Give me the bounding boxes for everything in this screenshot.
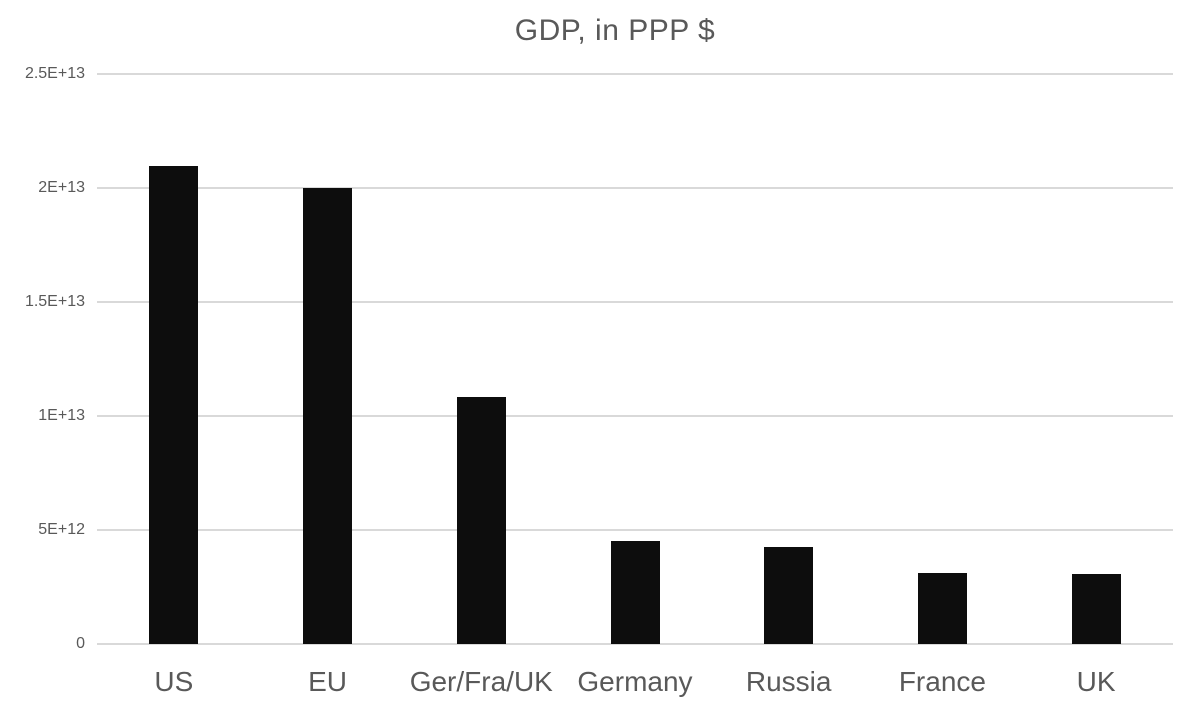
bar-UK xyxy=(1071,574,1121,644)
chart-title: GDP, in PPP $ xyxy=(514,14,716,47)
bar-EU xyxy=(303,188,353,644)
gridline-5E+12 xyxy=(97,529,1173,531)
y-tick-label: 1.5E+13 xyxy=(24,293,85,310)
y-tick-label: 0 xyxy=(76,635,85,652)
y-tick-label: 2E+13 xyxy=(38,179,85,196)
x-tick-label-US: US xyxy=(154,666,194,697)
y-tick-label: 2.5E+13 xyxy=(24,65,85,82)
x-tick-label-UK: UK xyxy=(1076,666,1116,697)
bar-Germany xyxy=(610,541,660,644)
x-tick-label-Germany: Germany xyxy=(577,666,693,697)
gridline-1E+13 xyxy=(97,415,1173,417)
bar-France xyxy=(917,573,967,644)
gridline-0 xyxy=(97,643,1173,645)
x-tick-label-France: France xyxy=(898,666,986,697)
y-tick-label: 5E+12 xyxy=(38,521,85,538)
bar-US xyxy=(149,166,199,644)
y-tick-label: 1E+13 xyxy=(38,407,85,424)
y-axis-labels: 0 5E+12 1E+13 1.5E+13 2E+13 2.5E+13 xyxy=(0,65,85,652)
bar-Russia xyxy=(764,547,814,644)
x-tick-label-EU: EU xyxy=(308,666,347,697)
x-axis-labels: US EU Ger/Fra/UK Germany Russia France UK xyxy=(97,662,1173,708)
plot-area xyxy=(97,73,1173,645)
gridline-2.5E+13 xyxy=(97,73,1173,75)
x-tick-label-Ger/Fra/UK: Ger/Fra/UK xyxy=(409,666,553,697)
gridline-2E+13 xyxy=(97,187,1173,189)
gridline-1.5E+13 xyxy=(97,301,1173,303)
x-tick-label-Russia: Russia xyxy=(745,666,832,697)
bar-Ger/Fra/UK xyxy=(456,396,506,644)
